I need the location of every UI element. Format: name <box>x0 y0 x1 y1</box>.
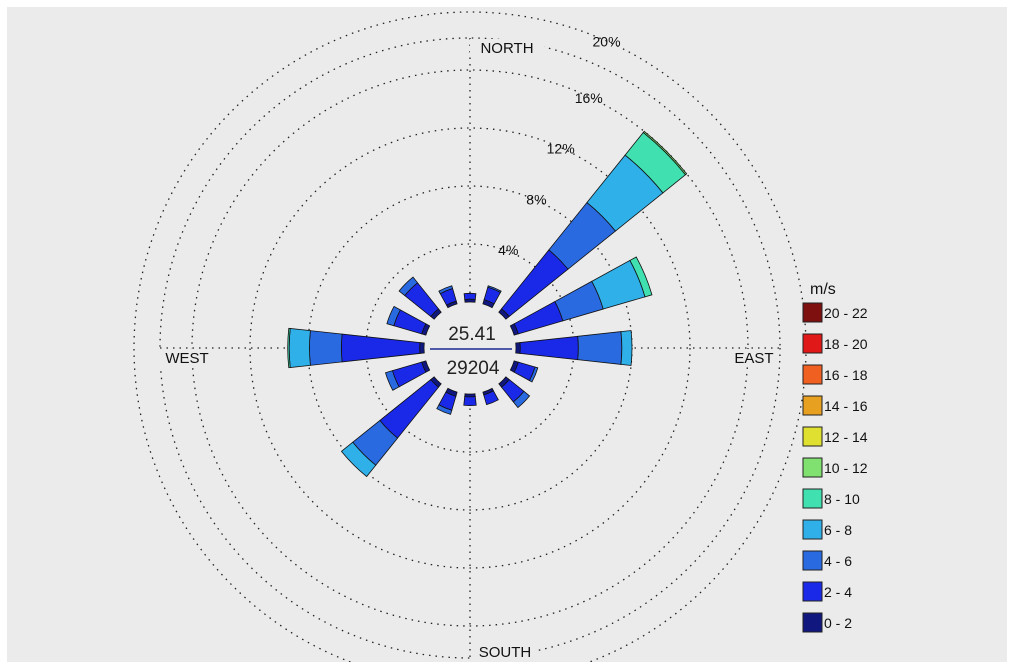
legend-label: 12 - 14 <box>824 429 868 445</box>
legend-swatch <box>802 426 823 447</box>
legend-label: 20 - 22 <box>824 305 868 321</box>
legend-label: 4 - 6 <box>824 553 852 569</box>
center-disc <box>425 303 515 393</box>
wind-bar-segment <box>288 328 311 368</box>
wind-bar-segment <box>438 285 454 295</box>
wind-bar-segment <box>340 333 421 363</box>
ring-label: 16% <box>575 90 603 106</box>
legend-swatch <box>802 488 823 509</box>
wind-bar-segment <box>642 130 688 176</box>
center-bottom-value: 29204 <box>447 358 500 379</box>
south-label-bg <box>472 643 538 661</box>
wind-bar-segment <box>379 378 440 439</box>
legend-title: m/s <box>810 281 836 298</box>
wind-bar-segment <box>487 285 502 293</box>
wind-bar-segment <box>309 330 343 366</box>
wind-bar-segment <box>629 256 653 298</box>
wind-bar-segment <box>620 330 633 366</box>
legend-swatch <box>802 364 823 385</box>
legend-label: 8 - 10 <box>824 491 860 507</box>
wind-rose-figure: 4% 8% 12% 16% 20% 25.41 29204 NORTH SOUTH EA… <box>7 7 1007 662</box>
wind-bar-segment <box>386 305 401 327</box>
wind-bar-segment <box>519 335 579 361</box>
direction-labels: NORTH SOUTH EAST WEST <box>159 39 778 661</box>
legend-swatch <box>802 612 823 633</box>
ring-circle <box>159 37 781 659</box>
wind-bar-segment <box>528 366 539 383</box>
ring-labels: 4% 8% 12% 16% 20% <box>498 34 620 258</box>
legend-label: 14 - 16 <box>824 398 868 414</box>
wind-bar-segment <box>515 342 521 354</box>
wind-bar-segment <box>483 390 499 406</box>
wind-bar-segment <box>340 441 377 478</box>
west-label-bg <box>159 349 215 367</box>
legend-label: 6 - 8 <box>824 522 852 538</box>
legend-items: 20 - 22 18 - 20 16 - 18 14 - 16 12 - 14 10 - … <box>802 302 868 633</box>
wind-bar-segment <box>577 331 623 365</box>
wind-bar-segment <box>398 276 419 297</box>
ring-label: 4% <box>498 242 518 258</box>
east-label-bg <box>730 349 778 367</box>
west-label: WEST <box>165 350 208 367</box>
east-label: EAST <box>734 350 773 367</box>
wind-rose-chart: 4% 8% 12% 16% 20% 25.41 29204 NORTH SOUTH EA… <box>133 11 868 662</box>
legend-swatch <box>802 457 823 478</box>
legend-swatch <box>802 333 823 354</box>
legend-swatch <box>802 395 823 416</box>
legend-swatch <box>802 550 823 571</box>
north-label: NORTH <box>480 40 533 57</box>
north-label-bg <box>470 39 544 57</box>
legend-label: 0 - 2 <box>824 615 852 631</box>
legend-swatch <box>802 302 823 323</box>
legend-label: 10 - 12 <box>824 460 868 476</box>
legend: m/s 20 - 22 18 - 20 16 - 18 14 - 16 12 - 14 1… <box>802 281 868 633</box>
ring-label: 8% <box>526 191 546 207</box>
legend-label: 16 - 18 <box>824 367 868 383</box>
ring-circle <box>249 127 691 569</box>
wind-bar-segment <box>287 327 291 369</box>
wind-bar-segment <box>463 396 477 406</box>
bars-layer <box>287 130 688 478</box>
south-label: SOUTH <box>479 644 532 661</box>
legend-label: 18 - 20 <box>824 336 868 352</box>
center-top-value: 25.41 <box>448 324 496 345</box>
legend-swatch <box>802 581 823 602</box>
wind-bar-segment <box>436 404 453 415</box>
ring-circle <box>191 69 749 627</box>
wind-bar-segment <box>384 370 400 391</box>
wind-bar-segment <box>463 292 477 300</box>
wind-bar-segment <box>512 390 531 409</box>
legend-label: 2 - 4 <box>824 584 852 600</box>
ring-label: 20% <box>593 34 621 50</box>
center-summary: 25.41 29204 <box>425 303 515 393</box>
legend-swatch <box>802 519 823 540</box>
wind-bar-segment <box>419 342 425 354</box>
ring-label: 12% <box>547 141 575 157</box>
